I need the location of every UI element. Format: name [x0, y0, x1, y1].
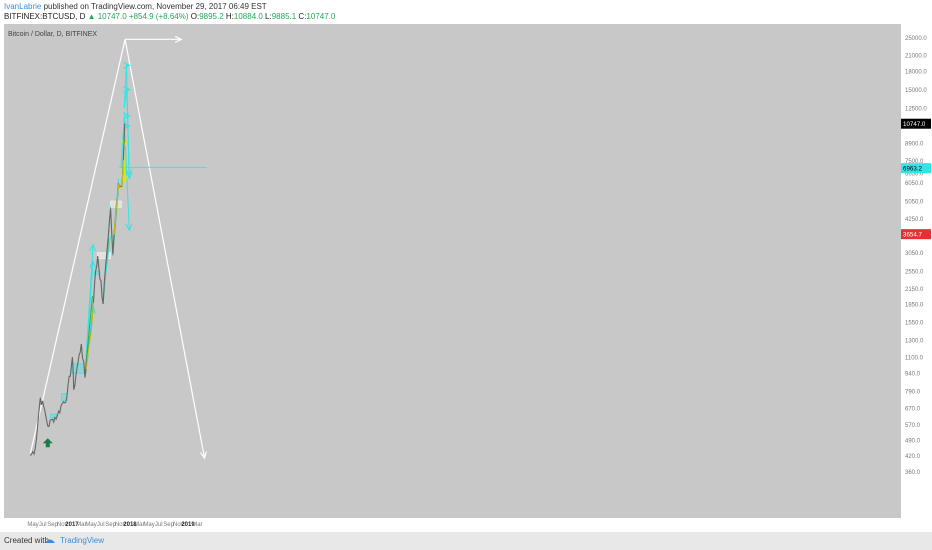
publish-info: IvanLabrie published on TradingView.com,… — [4, 2, 267, 11]
close-value: 10747.0 — [306, 12, 336, 21]
open-value: 9895.2 — [199, 12, 224, 21]
ohlc-legend: BITFINEX:BTCUSD, D ▲ 10747.0 +854.9 (+8.… — [4, 12, 335, 21]
published-text: published on TradingView.com, November 2… — [43, 2, 267, 11]
up-arrow-icon: ▲ — [87, 12, 96, 21]
low-value: 9885.1 — [271, 12, 297, 21]
change-value: +854.9 (+8.64%) — [128, 12, 189, 21]
tradingview-logo-icon[interactable] — [44, 537, 56, 547]
chart-plot-area[interactable] — [4, 24, 901, 518]
author-link[interactable]: IvanLabrie — [4, 2, 42, 11]
chart-title: Bitcoin / Dollar, D, BITFINEX — [8, 31, 98, 38]
low-label: L: — [265, 12, 272, 21]
price-axis[interactable] — [901, 24, 932, 518]
created-with-text: Created with — [4, 536, 49, 545]
high-label: H: — [225, 12, 234, 21]
tradingview-brand-link[interactable]: TradingView — [60, 536, 105, 545]
symbol-label: BITFINEX:BTCUSD, D — [4, 12, 86, 21]
last-price: 10747.0 — [97, 12, 127, 21]
open-label: O: — [190, 12, 200, 21]
high-value: 10884.0 — [233, 12, 263, 21]
close-label: C: — [298, 12, 307, 21]
footer-bar: Created with TradingView — [0, 532, 932, 550]
time-axis[interactable] — [4, 518, 901, 530]
